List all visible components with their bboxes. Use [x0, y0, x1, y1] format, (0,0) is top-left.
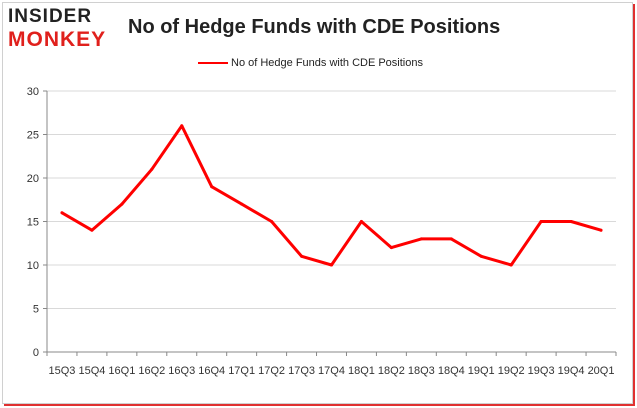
data-point	[60, 211, 64, 215]
legend-line-swatch	[198, 62, 228, 64]
data-point	[449, 237, 453, 241]
y-tick-label: 10	[27, 260, 39, 272]
logo-top-text: INSIDER	[8, 6, 93, 27]
chart-legend: No of Hedge Funds with CDE Positions	[198, 57, 423, 69]
y-tick-label: 30	[27, 86, 39, 98]
data-point	[389, 246, 393, 250]
x-tick-label: 17Q2	[258, 365, 285, 377]
y-tick-label: 20	[27, 173, 39, 185]
data-point	[330, 263, 333, 267]
x-tick-label: 17Q3	[288, 365, 315, 377]
legend-label: No of Hedge Funds with CDE Positions	[231, 57, 423, 69]
logo-bottom-text: MONKEY	[8, 28, 107, 51]
x-tick-label: 15Q4	[78, 365, 105, 377]
x-tick-label: 16Q4	[198, 365, 225, 377]
x-tick-label: 19Q3	[528, 365, 555, 377]
data-point	[180, 124, 184, 128]
data-point	[90, 228, 94, 232]
data-point	[120, 202, 124, 206]
x-tick-labels: 15Q3 15Q4 16Q1 16Q2 16Q3 16Q4 17Q1 17Q2 17Q3 17Q4…	[49, 365, 615, 377]
y-tick-label: 5	[33, 304, 39, 316]
data-point	[419, 237, 423, 241]
x-tick-label: 18Q4	[438, 365, 465, 377]
series-group	[60, 124, 603, 267]
data-point	[359, 220, 363, 223]
data-point	[150, 167, 154, 171]
axes	[43, 90, 617, 356]
x-tick-label: 17Q4	[318, 365, 345, 377]
x-tick-label: 16Q3	[168, 365, 195, 377]
data-point	[569, 220, 573, 223]
data-point	[240, 202, 244, 206]
x-tick-label: 19Q4	[558, 365, 585, 377]
x-tick-label: 20Q1	[588, 365, 615, 377]
grid-lines	[47, 90, 616, 309]
x-tick-label: 17Q1	[228, 365, 255, 377]
x-tick-label: 18Q3	[408, 365, 435, 377]
data-point	[270, 220, 274, 223]
x-tick-label: 16Q1	[108, 365, 135, 377]
insider-monkey-logo: INSIDER MONKEY	[8, 6, 118, 54]
data-point	[210, 185, 214, 189]
data-point	[509, 263, 513, 267]
series-line	[60, 124, 603, 267]
y-tick-label: 25	[27, 130, 39, 142]
data-point	[539, 220, 543, 223]
chart-title: No of Hedge Funds with CDE Positions	[128, 16, 501, 38]
y-tick-label: 0	[33, 347, 39, 359]
x-tick-label: 18Q2	[378, 365, 405, 377]
y-tick-label: 15	[27, 217, 39, 229]
x-tick-label: 15Q3	[49, 365, 76, 377]
data-point	[479, 254, 483, 258]
x-tick-label: 19Q2	[498, 365, 525, 377]
y-tick-labels: 0 5 10 15 20 25 30	[27, 86, 39, 359]
x-tick-label: 16Q2	[138, 365, 165, 377]
data-point	[599, 228, 603, 232]
x-tick-label: 18Q1	[348, 365, 375, 377]
chart-frame	[2, 2, 633, 404]
data-point	[300, 254, 304, 258]
x-tick-label: 19Q1	[468, 365, 495, 377]
